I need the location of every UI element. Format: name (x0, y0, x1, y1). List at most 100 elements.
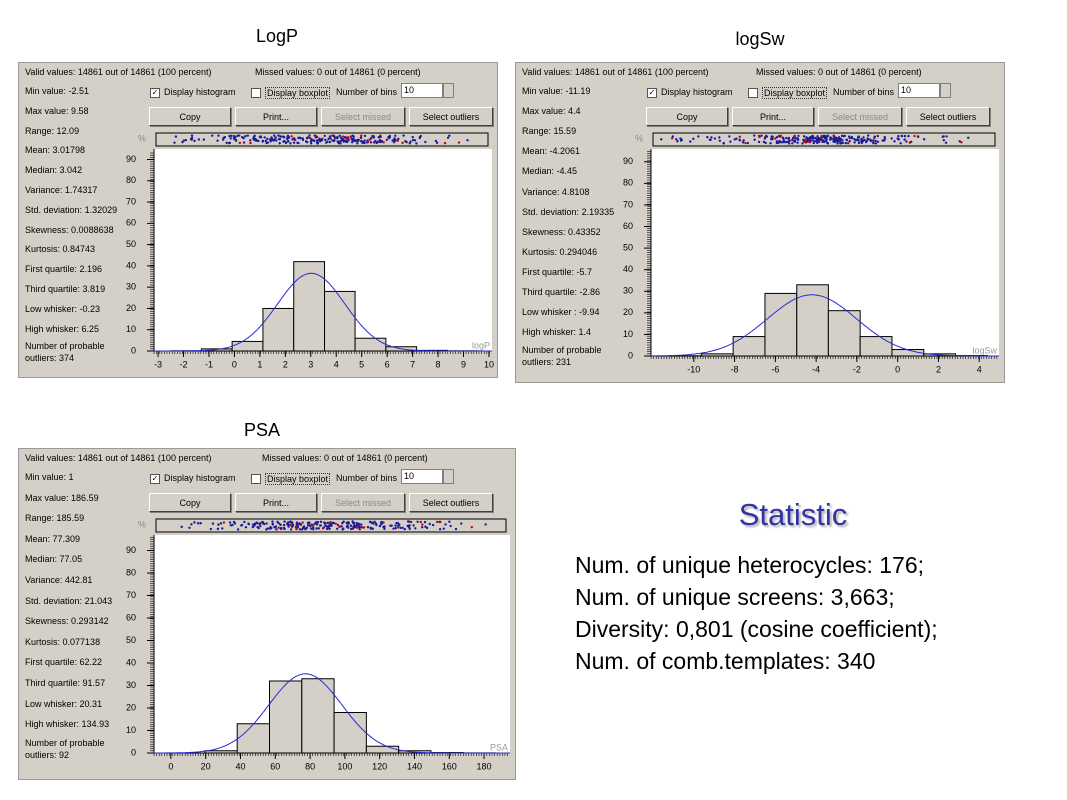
normal-curve (651, 294, 999, 357)
stat-label: Kurtosis: (522, 246, 558, 257)
button[interactable]: Select outliers (906, 107, 990, 126)
outlier-dot (413, 139, 417, 142)
outlier-dot (809, 140, 812, 143)
button[interactable]: Print... (235, 107, 317, 126)
outlier-dot (266, 137, 269, 141)
stat-label: Skewness: (25, 616, 69, 627)
stat-label: Kurtosis: (25, 244, 61, 255)
y-tick-label: 10 (126, 725, 136, 735)
y-tick-label: 60 (623, 221, 633, 231)
outlier-dot (883, 135, 886, 139)
checkbox[interactable] (748, 88, 758, 98)
outlier-dot (903, 134, 907, 138)
stat-label: Median: (522, 166, 555, 177)
stats-panel: Valid values: 14861 out of 14861 (100 pe… (18, 448, 516, 780)
outlier-dot (344, 140, 347, 143)
outlier-dot (874, 142, 878, 145)
stat-row: Range: 15.59 (522, 125, 576, 145)
outlier-dot (420, 526, 424, 529)
checkbox[interactable] (251, 474, 261, 484)
outlier-dot (338, 134, 341, 137)
checkbox[interactable] (251, 88, 261, 98)
bins-input[interactable]: 10 (401, 469, 443, 484)
outlier-dot (209, 527, 213, 531)
spinner[interactable] (443, 469, 454, 484)
valid-values: Valid values: 14861 out of 14861 (100 pe… (522, 67, 709, 77)
stat-row: Std. deviation: 21.043 (25, 595, 112, 615)
outlier-dot (313, 134, 317, 137)
checkbox-checked[interactable]: ✓ (647, 88, 657, 98)
button[interactable]: Copy (646, 107, 728, 126)
outlier-dot (679, 137, 682, 140)
stat-value: 374 (59, 353, 75, 364)
stat-value: 12.09 (56, 125, 80, 136)
stat-label: Median: (25, 554, 58, 565)
stat-row: Median: -4.45 (522, 165, 577, 185)
outlier-dot (339, 136, 343, 139)
outlier-dot (258, 135, 262, 139)
outlier-dot (967, 136, 970, 139)
button[interactable]: Print... (235, 493, 317, 512)
histogram-bar (732, 336, 766, 357)
y-tick-label: 80 (623, 178, 633, 188)
outlier-dot (316, 141, 320, 144)
x-tick-label: 0 (232, 359, 237, 369)
y-tick-label: 50 (126, 635, 136, 645)
outlier-dot (876, 134, 879, 138)
button[interactable]: Select outliers (409, 107, 493, 126)
stat-label: Min value: (25, 86, 67, 96)
button[interactable]: Select outliers (409, 493, 493, 512)
outlier-dot (394, 134, 397, 137)
outlier-dot (385, 138, 389, 142)
stat-value: -11.19 (565, 86, 591, 96)
x-tick-label: -10 (687, 364, 700, 374)
checkbox-checked[interactable]: ✓ (150, 88, 160, 98)
outlier-dot (796, 141, 799, 144)
checkbox-checked[interactable]: ✓ (150, 474, 160, 484)
outlier-dot (246, 134, 249, 137)
outlier-dot (318, 524, 322, 527)
button[interactable]: Print... (732, 107, 814, 126)
stat-label: First quartile: (25, 264, 78, 275)
button[interactable]: Copy (149, 493, 231, 512)
outlier-dot (402, 134, 405, 137)
outlier-dot (324, 524, 328, 527)
outlier-dot (242, 141, 246, 144)
outlier-dot (371, 527, 374, 531)
stat-value: -2.86 (579, 287, 601, 297)
x-tick-label: 120 (372, 761, 387, 771)
outlier-dot (484, 523, 487, 526)
outlier-dot (900, 134, 904, 138)
outlier-dot (274, 136, 277, 139)
bins-input[interactable]: 10 (401, 83, 443, 98)
histogram-bar (365, 745, 400, 754)
outlier-dot (232, 137, 236, 140)
stat-value: 62.22 (79, 657, 103, 668)
stat-value: 0.43352 (568, 226, 601, 237)
outlier-dot (296, 523, 299, 527)
outlier-dot (424, 140, 427, 144)
valid-values: Valid values: 14861 out of 14861 (100 pe… (25, 67, 212, 77)
outlier-dot (802, 138, 805, 142)
spinner[interactable] (443, 83, 454, 98)
outlier-dot (812, 139, 816, 143)
outlier-dot (811, 137, 814, 140)
bins-input[interactable]: 10 (898, 83, 940, 98)
outlier-dot (866, 134, 870, 137)
outlier-dot (869, 138, 872, 141)
x-tick-label: 2 (936, 364, 941, 374)
outlier-dot (345, 137, 348, 140)
outlier-dot (942, 135, 945, 138)
outlier-dot (323, 134, 326, 138)
button[interactable]: Copy (149, 107, 231, 126)
y-tick-label: 90 (126, 545, 136, 555)
x-tick-label: 60 (270, 761, 280, 771)
outlier-dot (319, 520, 323, 524)
stat-value: 21.043 (84, 595, 113, 606)
outlier-dot (419, 520, 422, 524)
stat-row: Min value: -2.51 (25, 85, 89, 105)
spinner[interactable] (940, 83, 951, 98)
outlier-dot (823, 140, 826, 144)
stat-label: Min value: (25, 472, 67, 482)
outlier-dot (401, 141, 404, 145)
